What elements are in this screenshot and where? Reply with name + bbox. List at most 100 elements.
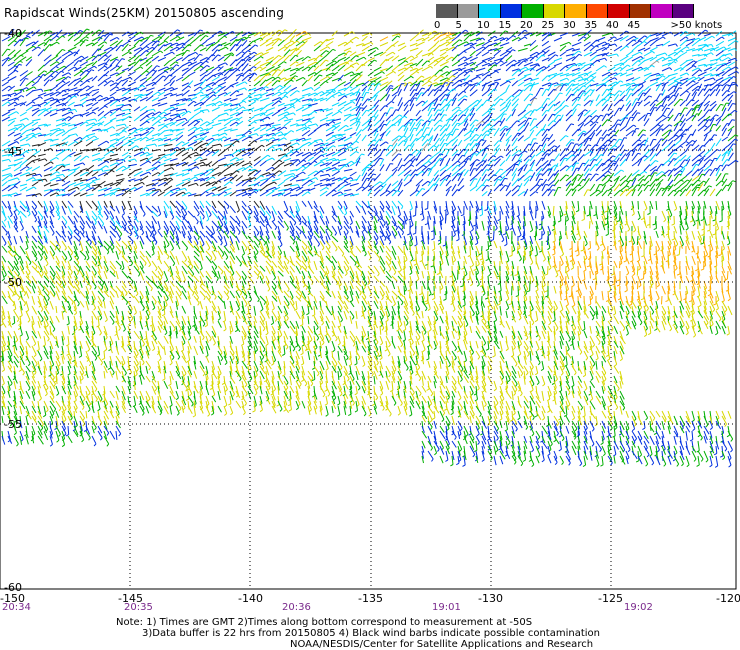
wind-barb — [37, 31, 47, 37]
wind-barb-flag — [410, 66, 414, 69]
wind-barb — [175, 31, 185, 37]
wind-barb — [175, 36, 185, 42]
wind-barb-flag — [662, 36, 666, 40]
wind-barb-flag — [666, 107, 670, 110]
wind-barb — [265, 31, 274, 37]
wind-barb — [463, 46, 473, 52]
wind-barb — [289, 40, 298, 47]
wind-barb — [127, 61, 136, 67]
wind-barb-flag — [570, 123, 575, 126]
wind-barb — [307, 57, 315, 62]
wind-barb — [61, 32, 69, 37]
wind-barb-flag — [81, 55, 85, 59]
wind-barb — [43, 54, 52, 62]
wind-barb — [229, 39, 237, 47]
wind-barb-flag — [732, 103, 736, 105]
wind-barb — [427, 56, 435, 62]
wind-barb — [25, 30, 34, 37]
wind-barb — [277, 61, 285, 67]
wind-barb — [103, 54, 112, 62]
wind-barb — [319, 38, 328, 47]
wind-barb — [307, 65, 314, 72]
wind-barb-flag — [504, 128, 509, 130]
wind-barb-flag — [464, 56, 468, 59]
wind-barb — [283, 54, 291, 62]
wind-barb-flag — [730, 53, 733, 57]
wind-barb — [199, 35, 206, 42]
wind-barb-flag — [319, 55, 323, 58]
wind-barb-flag — [33, 45, 37, 49]
wind-barb — [487, 30, 496, 37]
wind-barb — [697, 43, 707, 47]
wind-barb — [289, 48, 297, 57]
wind-barb — [103, 58, 110, 67]
wind-barb-flag — [102, 34, 106, 37]
wind-barb — [349, 62, 357, 67]
wind-barb — [409, 47, 419, 52]
wind-barb-flag — [666, 187, 671, 189]
wind-barb — [613, 45, 623, 52]
wind-barb-flag — [205, 35, 209, 38]
wind-barb-flag — [523, 60, 527, 63]
wind-barb — [169, 35, 179, 42]
wind-barb — [157, 33, 165, 42]
wind-barb — [199, 47, 207, 52]
wind-barb-flag — [685, 30, 689, 34]
colorbar-tick-label: 20 — [520, 20, 533, 31]
wind-barb — [685, 38, 696, 42]
wind-barb-flag — [656, 60, 660, 63]
wind-barb — [295, 44, 304, 52]
wind-barb — [355, 63, 363, 72]
wind-barb-flag — [555, 54, 559, 57]
colorbar-swatch — [672, 4, 694, 18]
wind-barb — [217, 32, 228, 37]
wind-barb — [475, 46, 484, 52]
wind-barb — [295, 30, 305, 37]
wind-barb — [475, 67, 486, 72]
wind-barb-flag — [732, 143, 737, 145]
wind-barb — [241, 50, 249, 57]
wind-barb — [91, 48, 99, 57]
wind-barb — [79, 66, 87, 72]
wind-barb — [169, 29, 178, 37]
wind-barb — [631, 40, 641, 47]
wind-barb — [127, 31, 138, 37]
wind-barb — [379, 59, 387, 67]
wind-barb — [349, 51, 357, 57]
wind-barb-flag — [116, 37, 120, 40]
wind-barb — [379, 68, 388, 72]
wind-barb — [133, 49, 142, 57]
wind-barb — [469, 30, 479, 37]
wind-barb-flag — [307, 56, 311, 59]
wind-barb — [559, 51, 567, 57]
wind-barb — [43, 35, 53, 42]
wind-barb-flag — [325, 59, 329, 62]
wind-barb — [703, 52, 712, 57]
wind-barb — [457, 67, 466, 72]
wind-barb-flag — [695, 164, 699, 166]
wind-barb-flag — [582, 133, 586, 135]
wind-barb — [271, 37, 279, 42]
wind-barb — [103, 32, 111, 37]
wind-barb — [721, 53, 731, 57]
wind-barb — [559, 32, 569, 37]
wind-barb — [457, 29, 466, 37]
wind-barb — [55, 35, 63, 42]
wind-barb — [343, 31, 353, 37]
wind-barb-flag — [220, 30, 224, 34]
wind-barb — [31, 29, 40, 37]
wind-barb — [403, 55, 412, 62]
wind-barb — [259, 35, 266, 42]
wind-barb — [505, 46, 513, 52]
wind-barb — [337, 56, 347, 62]
wind-barb-flag — [600, 147, 604, 149]
wind-barb — [475, 37, 483, 42]
wind-barb — [55, 49, 63, 57]
wind-barb — [259, 40, 269, 47]
wind-barb — [289, 67, 298, 72]
wind-barb-flag — [468, 143, 472, 145]
wind-barb — [211, 30, 221, 37]
wind-barb-flag — [678, 173, 682, 176]
wind-barb — [409, 56, 419, 62]
wind-barb — [103, 33, 111, 42]
